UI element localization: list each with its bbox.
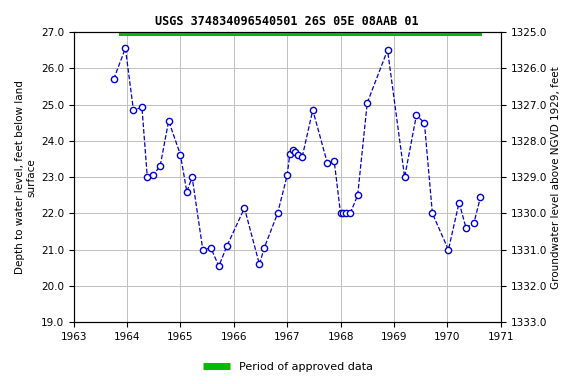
Title: USGS 374834096540501 26S 05E 08AAB 01: USGS 374834096540501 26S 05E 08AAB 01	[156, 15, 419, 28]
Bar	[119, 28, 482, 36]
Y-axis label: Groundwater level above NGVD 1929, feet: Groundwater level above NGVD 1929, feet	[551, 66, 561, 288]
Legend: Period of approved data: Period of approved data	[198, 358, 378, 377]
Y-axis label: Depth to water level, feet below land
surface: Depth to water level, feet below land su…	[15, 80, 37, 274]
